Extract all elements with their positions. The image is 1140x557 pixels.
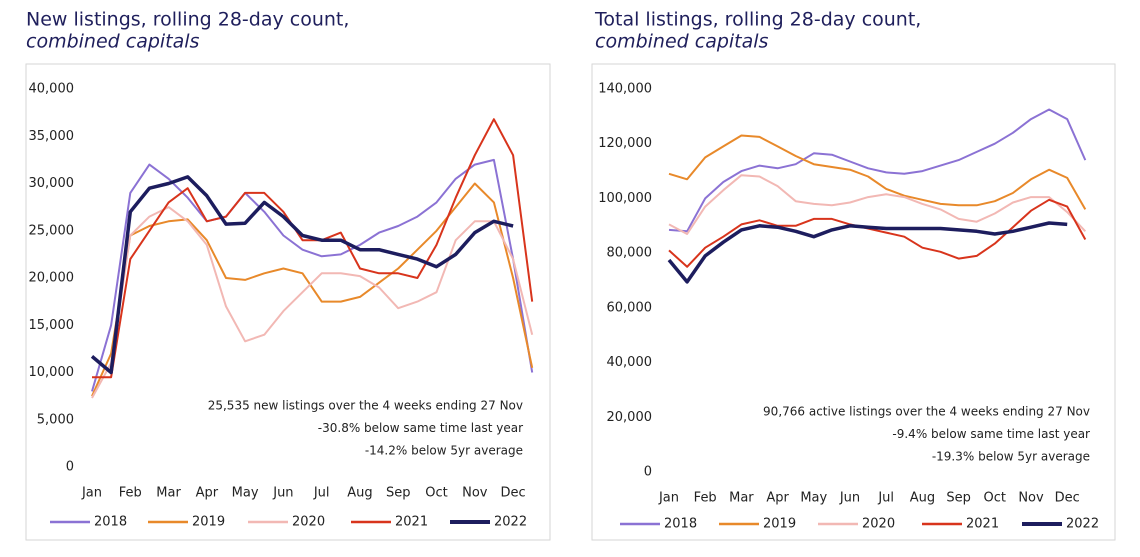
series-line [668, 108, 1087, 233]
y-tick-label: 10,000 [29, 365, 75, 380]
x-tick-label: Jul [313, 486, 330, 501]
legend-label: 2020 [292, 515, 325, 530]
x-tick-label: Aug [910, 491, 935, 506]
y-tick-label: 40,000 [29, 82, 75, 97]
y-tick-label: 15,000 [29, 318, 75, 333]
series-line [668, 198, 1087, 268]
x-tick-label: Jan [81, 486, 102, 501]
x-tick-label: Jan [658, 491, 679, 506]
y-tick-label: 25,000 [29, 223, 75, 238]
x-tick-label: Jun [839, 491, 860, 506]
x-tick-label: Oct [984, 491, 1006, 506]
x-tick-label: Oct [425, 486, 447, 501]
x-tick-label: May [232, 486, 259, 501]
annotation: -30.8% below same time last year [318, 421, 523, 435]
annotation: -9.4% below same time last year [892, 427, 1090, 441]
annotation: 90,766 active listings over the 4 weeks … [763, 405, 1090, 419]
y-tick-label: 40,000 [607, 355, 653, 370]
chart-subtitle: combined capitals [595, 31, 769, 53]
y-tick-label: 80,000 [607, 246, 653, 261]
annotation: 25,535 new listings over the 4 weeks end… [208, 399, 523, 413]
x-tick-label: Mar [156, 486, 181, 501]
x-tick-label: May [800, 491, 827, 506]
x-tick-label: Apr [766, 491, 789, 506]
x-tick-label: Feb [119, 486, 142, 501]
legend-label: 2022 [494, 515, 527, 530]
series-line [91, 158, 534, 392]
legend-label: 2019 [192, 515, 225, 530]
chart-frame [591, 63, 1116, 541]
y-tick-label: 5,000 [37, 412, 74, 427]
x-tick-label: Apr [196, 486, 219, 501]
chart-subtitle: combined capitals [26, 31, 200, 53]
y-tick-label: 120,000 [598, 136, 652, 151]
series-line [91, 206, 534, 399]
annotation: -14.2% below 5yr average [365, 444, 523, 458]
y-tick-label: 30,000 [29, 176, 75, 191]
x-tick-label: Dec [501, 486, 526, 501]
series-line [668, 134, 1087, 210]
x-tick-label: Mar [729, 491, 754, 506]
legend-label: 2020 [862, 517, 895, 532]
y-tick-label: 35,000 [29, 129, 75, 144]
legend-label: 2018 [94, 515, 127, 530]
annotation: -19.3% below 5yr average [932, 450, 1090, 464]
y-tick-label: 20,000 [29, 271, 75, 286]
series-line [90, 175, 514, 375]
series-line [668, 174, 1087, 235]
x-tick-label: Dec [1055, 491, 1080, 506]
x-tick-label: Sep [946, 491, 971, 506]
x-tick-label: Aug [347, 486, 372, 501]
y-tick-label: 100,000 [598, 191, 652, 206]
legend-label: 2022 [1066, 517, 1099, 532]
x-tick-label: Jun [272, 486, 293, 501]
y-tick-label: 0 [66, 460, 74, 475]
x-tick-label: Feb [694, 491, 717, 506]
y-tick-label: 20,000 [607, 410, 653, 425]
legend-label: 2018 [664, 517, 697, 532]
series-line [92, 118, 534, 379]
x-tick-label: Sep [386, 486, 411, 501]
legend-label: 2019 [763, 517, 796, 532]
chart-title: New listings, rolling 28-day count, [26, 9, 349, 31]
legend-label: 2021 [966, 517, 999, 532]
x-tick-label: Jul [877, 491, 894, 506]
chart-frame [25, 63, 551, 541]
y-tick-label: 0 [644, 465, 652, 480]
series-line [667, 221, 1068, 284]
y-tick-label: 60,000 [607, 300, 653, 315]
series-line [91, 182, 534, 397]
y-tick-label: 140,000 [598, 82, 652, 97]
x-tick-label: Nov [462, 486, 488, 501]
chart-title: Total listings, rolling 28-day count, [594, 9, 921, 31]
legend-label: 2021 [395, 515, 428, 530]
x-tick-label: Nov [1018, 491, 1044, 506]
